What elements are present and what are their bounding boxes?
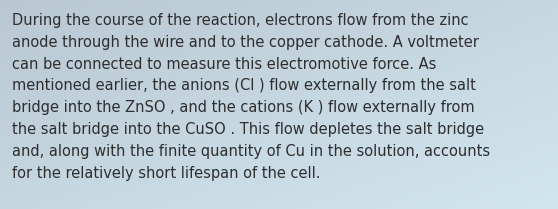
Text: During the course of the reaction, electrons flow from the zinc: During the course of the reaction, elect… [12, 13, 469, 28]
Text: bridge into the ZnSO , and the cations (K ) flow externally from: bridge into the ZnSO , and the cations (… [12, 100, 475, 115]
Text: and, along with the finite quantity of Cu in the solution, accounts: and, along with the finite quantity of C… [12, 144, 490, 159]
Text: mentioned earlier, the anions (Cl ) flow externally from the salt: mentioned earlier, the anions (Cl ) flow… [12, 78, 476, 93]
Text: for the relatively short lifespan of the cell.: for the relatively short lifespan of the… [12, 166, 320, 181]
Text: can be connected to measure this electromotive force. As: can be connected to measure this electro… [12, 57, 436, 72]
Text: anode through the wire and to the copper cathode. A voltmeter: anode through the wire and to the copper… [12, 35, 479, 50]
Text: the salt bridge into the CuSO . This flow depletes the salt bridge: the salt bridge into the CuSO . This flo… [12, 122, 484, 137]
